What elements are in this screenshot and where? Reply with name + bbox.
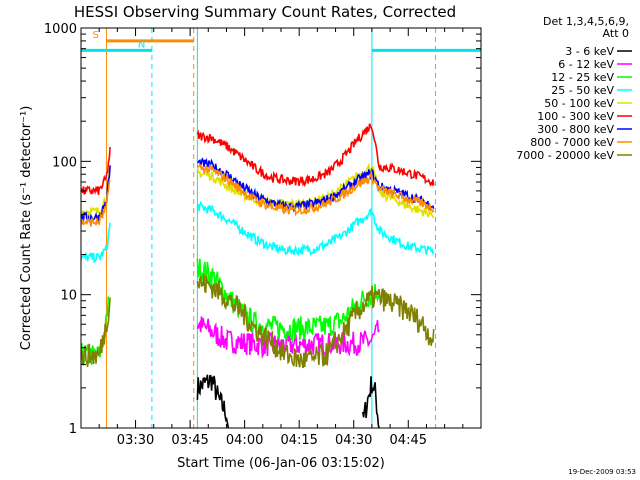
series-8-segment-1 <box>196 273 435 369</box>
x-tick-label-5: 04:45 <box>390 433 427 448</box>
series-6-segment-0 <box>80 165 111 223</box>
footer-timestamp: 19-Dec-2009 03:53 <box>568 468 636 476</box>
plot-frame <box>80 27 482 429</box>
series-800-7000-kev <box>80 163 435 227</box>
legend-label-4: 50 - 100 keV <box>544 97 614 110</box>
x-tick-label-1: 03:45 <box>171 433 208 448</box>
y-tick-label-3: 1000 <box>44 22 77 37</box>
interval-label-s: S <box>92 30 98 41</box>
series-lines <box>80 123 435 429</box>
series-7000-20000-kev <box>80 273 435 369</box>
series-8-segment-0 <box>80 297 111 368</box>
x-tick-label-4: 04:30 <box>335 433 372 448</box>
series-0-segment-0 <box>196 374 230 429</box>
legend-label-5: 100 - 300 keV <box>537 110 614 123</box>
x-tick-label-0: 03:30 <box>117 433 154 448</box>
legend-label-3: 25 - 50 keV <box>551 84 614 97</box>
series-3-segment-0 <box>80 222 111 264</box>
interval-bars: SN <box>81 30 481 52</box>
series-3-segment-1 <box>197 200 435 257</box>
legend-header-line-1: Det 1,3,4,5,6,9, <box>543 15 629 28</box>
y-tick-label-1: 10 <box>60 289 77 304</box>
y-axis-ticks: 1 10 100 1000 <box>44 22 481 437</box>
series-0-segment-1 <box>362 376 380 429</box>
x-tick-label-2: 04:00 <box>226 433 263 448</box>
series-7-segment-1 <box>197 163 435 217</box>
y-tick-label-0: 1 <box>69 422 77 437</box>
series-5-segment-0 <box>80 146 111 196</box>
series-12-25-kev <box>80 258 380 366</box>
y-axis-label: Corrected Count Rate (s⁻¹ detector⁻¹) <box>19 106 34 351</box>
series-100-300-kev <box>80 123 435 196</box>
series-3-6-kev <box>196 374 380 429</box>
legend-label-0: 3 - 6 keV <box>565 45 614 58</box>
legend-label-8: 7000 - 20000 keV <box>516 149 614 162</box>
x-tick-label-3: 04:15 <box>280 433 317 448</box>
series-5-segment-1 <box>196 123 435 188</box>
legend-label-1: 6 - 12 keV <box>558 58 614 71</box>
y-tick-label-2: 100 <box>52 155 77 170</box>
legend-label-6: 300 - 800 keV <box>537 123 614 136</box>
x-axis-label: Start Time (06-Jan-06 03:15:02) <box>177 456 385 471</box>
legend-header-line-2: Att 0 <box>603 27 629 40</box>
series-1-segment-0 <box>196 316 380 360</box>
interval-label-n: N <box>138 39 145 50</box>
marker-lines <box>105 28 437 428</box>
series-6-12-kev <box>196 316 380 360</box>
legend-label-7: 800 - 7000 keV <box>530 136 614 149</box>
series-7-segment-0 <box>80 179 111 227</box>
chart-title: HESSI Observing Summary Count Rates, Cor… <box>74 3 456 21</box>
x-axis-ticks: 03:30 03:45 04:00 04:15 04:30 04:45 <box>98 28 464 448</box>
series-25-50-kev <box>80 200 435 264</box>
legend-label-2: 12 - 25 keV <box>551 71 614 84</box>
